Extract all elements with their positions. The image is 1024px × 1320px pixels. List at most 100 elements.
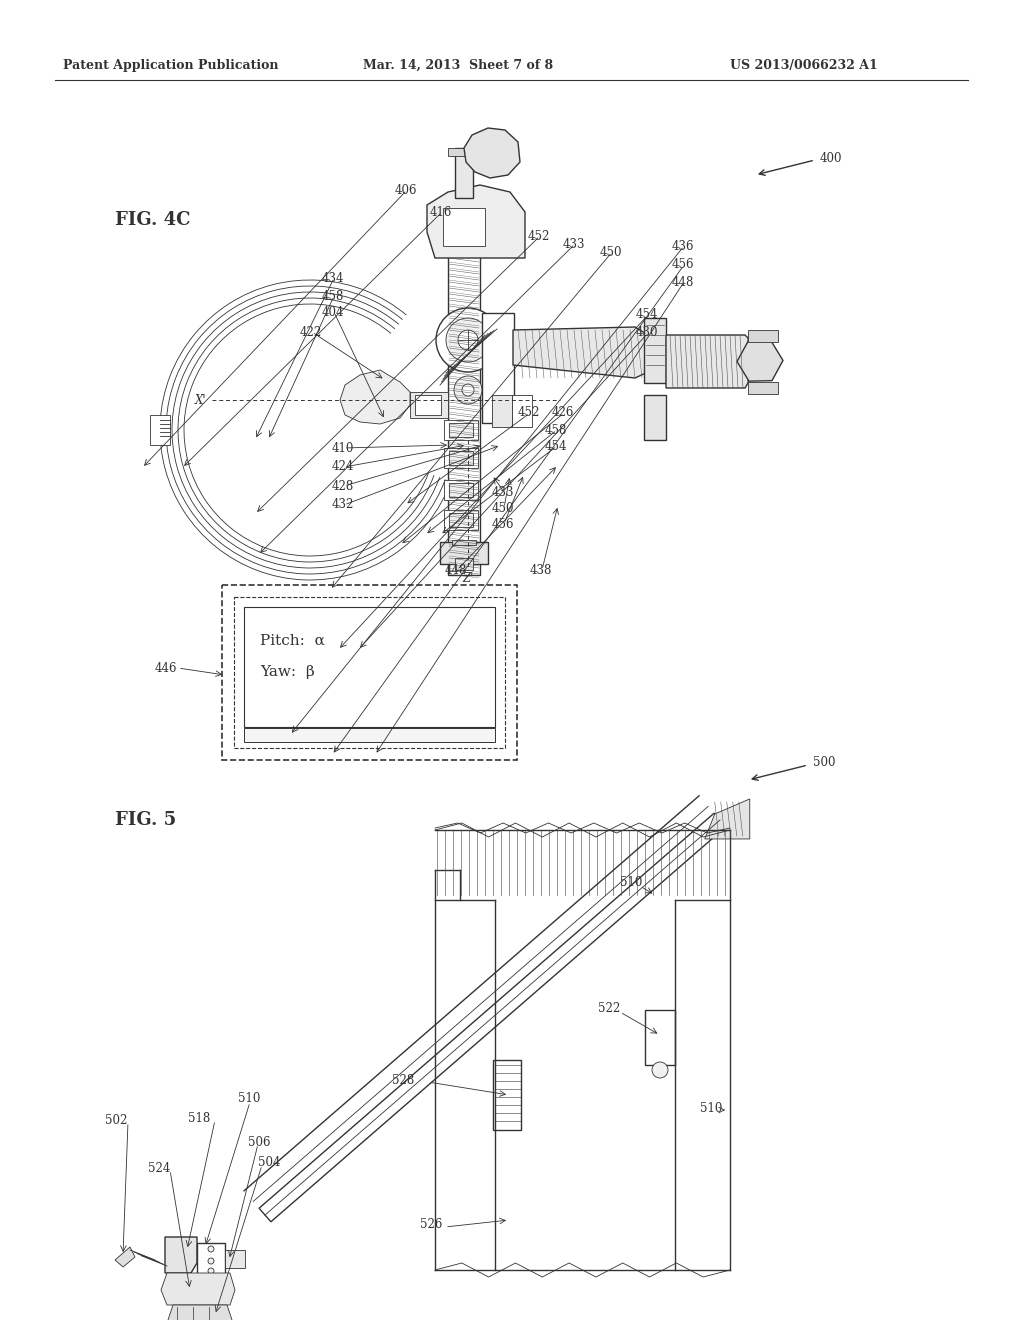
Text: 506: 506 <box>248 1135 270 1148</box>
Text: 400: 400 <box>820 152 843 165</box>
Polygon shape <box>340 370 410 424</box>
Bar <box>449 483 473 498</box>
Bar <box>234 597 505 748</box>
Bar <box>449 255 480 576</box>
Text: Pitch:  α: Pitch: α <box>260 634 325 648</box>
Text: 433: 433 <box>563 238 586 251</box>
Text: 528: 528 <box>392 1073 415 1086</box>
Polygon shape <box>259 813 726 1222</box>
Text: 448: 448 <box>672 276 694 289</box>
Text: 522: 522 <box>598 1002 621 1015</box>
Text: 524: 524 <box>148 1162 170 1175</box>
Polygon shape <box>705 799 750 840</box>
Bar <box>444 510 478 531</box>
Text: 448: 448 <box>445 564 467 577</box>
Circle shape <box>462 384 474 396</box>
Text: 438: 438 <box>530 564 552 577</box>
Bar <box>444 447 478 469</box>
Text: Mar. 14, 2013  Sheet 7 of 8: Mar. 14, 2013 Sheet 7 of 8 <box>362 58 553 71</box>
Text: 446: 446 <box>155 661 177 675</box>
Bar <box>482 313 514 422</box>
Text: 510: 510 <box>238 1092 260 1105</box>
Text: 432: 432 <box>332 499 354 511</box>
Text: 450: 450 <box>600 246 623 259</box>
Bar <box>748 381 778 393</box>
Text: 458: 458 <box>322 289 344 302</box>
Bar <box>644 318 666 383</box>
Text: 500: 500 <box>813 756 836 770</box>
Bar <box>225 1250 245 1269</box>
Text: US 2013/0066232 A1: US 2013/0066232 A1 <box>730 58 878 71</box>
Text: 436: 436 <box>672 239 694 252</box>
Bar <box>455 558 473 570</box>
Circle shape <box>436 308 500 372</box>
Polygon shape <box>165 1237 197 1272</box>
Circle shape <box>208 1258 214 1265</box>
Bar <box>415 395 441 414</box>
Text: 406: 406 <box>395 183 418 197</box>
Bar <box>748 330 778 342</box>
Polygon shape <box>115 1247 135 1267</box>
Bar <box>452 540 476 545</box>
Text: 433: 433 <box>492 486 514 499</box>
Polygon shape <box>427 185 525 257</box>
Text: Yaw:  β: Yaw: β <box>260 665 314 678</box>
Text: 404: 404 <box>322 305 344 318</box>
Bar <box>222 585 517 760</box>
Text: 424: 424 <box>332 461 354 474</box>
Circle shape <box>208 1246 214 1251</box>
Text: 452: 452 <box>528 230 550 243</box>
Text: 510: 510 <box>620 875 642 888</box>
Text: 422: 422 <box>300 326 323 338</box>
Text: 518: 518 <box>188 1111 210 1125</box>
Circle shape <box>208 1269 214 1274</box>
Bar <box>492 395 512 426</box>
Polygon shape <box>464 128 520 178</box>
Bar <box>444 480 478 500</box>
Bar <box>449 422 473 437</box>
Bar <box>244 607 495 727</box>
Bar <box>444 420 478 440</box>
Text: FIG. 4C: FIG. 4C <box>115 211 190 228</box>
Circle shape <box>446 318 490 362</box>
Text: 428: 428 <box>332 479 354 492</box>
Bar <box>449 148 480 156</box>
Bar <box>410 392 449 418</box>
Bar <box>443 209 485 246</box>
Text: 426: 426 <box>552 407 574 420</box>
Bar <box>440 543 488 564</box>
Text: 458: 458 <box>545 424 567 437</box>
Text: 456: 456 <box>492 517 514 531</box>
Text: 454: 454 <box>545 440 567 453</box>
Text: 454: 454 <box>636 309 658 322</box>
Circle shape <box>454 376 482 404</box>
Bar <box>197 1243 225 1275</box>
Bar <box>455 148 473 198</box>
Text: X': X' <box>195 393 207 407</box>
Bar <box>244 729 495 742</box>
Text: 526: 526 <box>420 1218 442 1232</box>
Bar <box>449 451 473 465</box>
Text: 510: 510 <box>700 1101 722 1114</box>
Polygon shape <box>161 1272 234 1305</box>
Text: 416: 416 <box>430 206 453 219</box>
Text: 450: 450 <box>492 502 514 515</box>
Text: 452: 452 <box>518 407 541 420</box>
Text: 456: 456 <box>672 259 694 272</box>
Circle shape <box>652 1063 668 1078</box>
Text: 504: 504 <box>258 1156 281 1170</box>
Text: 430: 430 <box>636 326 658 339</box>
Text: Patent Application Publication: Patent Application Publication <box>63 58 279 71</box>
Polygon shape <box>167 1305 233 1320</box>
Text: 502: 502 <box>105 1114 127 1126</box>
Bar <box>645 1010 675 1065</box>
Text: FIG. 5: FIG. 5 <box>115 810 176 829</box>
Bar <box>449 513 473 527</box>
Bar <box>644 395 666 440</box>
Bar <box>512 395 532 426</box>
Text: Z': Z' <box>462 572 473 585</box>
Bar <box>493 1060 521 1130</box>
Polygon shape <box>513 327 648 378</box>
Polygon shape <box>666 335 750 388</box>
FancyBboxPatch shape <box>150 414 170 445</box>
